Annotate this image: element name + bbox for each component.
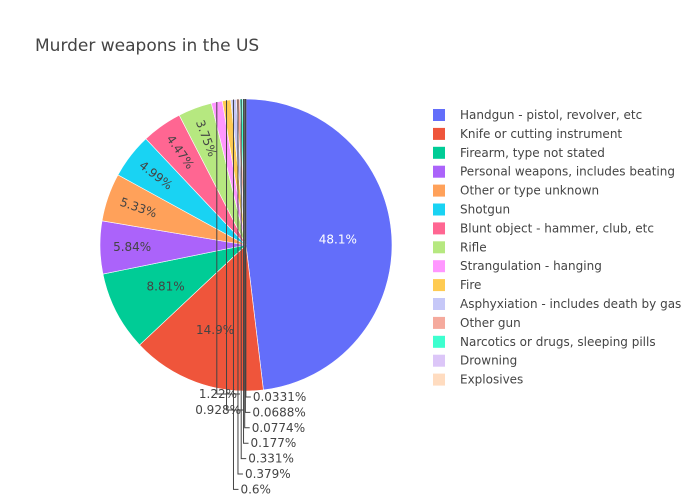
leader-line-11 (237, 99, 243, 475)
legend-swatch-13[interactable] (433, 354, 445, 367)
legend-swatch-5[interactable] (433, 203, 445, 216)
pie-slice-label-13: 0.177% (251, 436, 297, 450)
pie-slice-label-3: 5.84% (113, 240, 151, 254)
pie-slice-label-11: 0.379% (245, 467, 291, 481)
pie-slice-2[interactable] (102, 244, 247, 346)
legend-swatch-10[interactable] (433, 298, 445, 310)
leader-line-8 (216, 101, 240, 395)
legend-swatch-3[interactable] (433, 165, 445, 178)
legend-label-8[interactable]: Strangulation - hanging (460, 259, 602, 273)
legend-label-9[interactable]: Fire (460, 278, 481, 292)
leader-line-10 (232, 99, 239, 490)
legend-label-12[interactable]: Narcotics or drugs, sleeping pills (460, 335, 656, 349)
legend-swatch-11[interactable] (433, 316, 445, 329)
legend-label-11[interactable]: Other gun (460, 316, 521, 330)
legend-swatch-2[interactable] (433, 146, 445, 159)
legend-label-4[interactable]: Other or type unknown (460, 184, 599, 198)
legend-swatch-7[interactable] (433, 241, 445, 254)
legend-label-10[interactable]: Asphyxiation - includes death by gas (460, 297, 681, 311)
legend-swatch-9[interactable] (433, 279, 445, 292)
legend-label-3[interactable]: Personal weapons, includes beating (460, 165, 675, 179)
legend-label-2[interactable]: Firearm, type not stated (460, 146, 605, 160)
pie-slice-label-14: 0.0774% (252, 421, 305, 435)
pie-outer-labels: 1.22% 0.928% 0.0331%0.0688% 0.0774%0.177% 0.… (195, 99, 306, 496)
legend-swatch-6[interactable] (433, 222, 445, 235)
legend-label-7[interactable]: Rifle (460, 240, 487, 254)
pie-slice-1[interactable] (139, 244, 264, 392)
legend-label-6[interactable]: Blunt object - hammer, club, etc (460, 221, 654, 235)
legend-label-14[interactable]: Explosives (460, 373, 523, 387)
chart-title: Murder weapons in the US (35, 36, 259, 56)
legend-swatch-1[interactable] (433, 127, 445, 140)
legend-label-5[interactable]: Shotgun (460, 203, 510, 217)
pie-slice-label-9: 0.928% (195, 403, 241, 417)
pie-slice-label-0: 48.1% (319, 233, 357, 247)
legend-swatch-8[interactable] (433, 260, 445, 273)
legend-label-13[interactable]: Drowning (460, 354, 517, 368)
pie-slice-label-12: 0.331% (248, 452, 294, 466)
pie-slice-label-10: 0.6% (240, 482, 271, 496)
leader-line-15 (244, 99, 251, 413)
pie-slice-label-15: 0.0688% (252, 405, 305, 419)
pie-slice-label-16: 0.0331% (253, 390, 306, 404)
legend-label-1[interactable]: Knife or cutting instrument (460, 127, 622, 141)
pie-slice-label-2: 8.81% (147, 280, 185, 294)
legend-swatch-12[interactable] (433, 335, 445, 348)
leader-line-12 (240, 99, 247, 460)
pie-slice-0[interactable] (245, 98, 393, 391)
legend-label-0[interactable]: Handgun - pistol, revolver, etc (460, 108, 642, 122)
legend-swatch-0[interactable] (433, 109, 445, 121)
legend-swatch-4[interactable] (433, 184, 445, 197)
legend-swatch-14[interactable] (433, 373, 445, 386)
leader-line-14 (244, 99, 250, 429)
legend: Handgun - pistol, revolver, etc Knife or … (433, 108, 681, 387)
leader-line-13 (243, 99, 249, 444)
pie-slice-label-1: 14.9% (196, 323, 234, 337)
pie-slice-label-8: 1.22% (199, 387, 237, 401)
